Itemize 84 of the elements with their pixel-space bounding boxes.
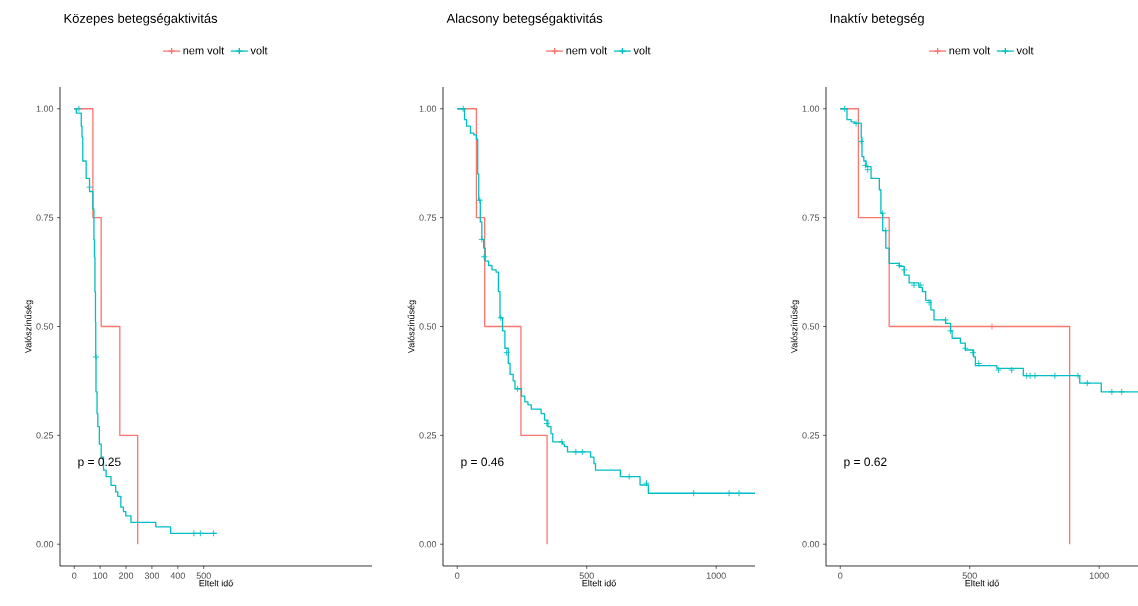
- x-tick-label: 300: [144, 572, 160, 579]
- point: [879, 209, 887, 217]
- point: [1118, 388, 1126, 396]
- point: [1108, 388, 1116, 396]
- point: [947, 327, 955, 335]
- point: [480, 253, 488, 261]
- y-tick-label: 0.50: [419, 323, 437, 330]
- point: [476, 196, 484, 204]
- x-tick-label: 1000: [1089, 572, 1109, 579]
- y-tick-label: 1.00: [419, 105, 437, 112]
- legend-label: nem volt: [949, 46, 991, 55]
- y-tick-label: 0.00: [419, 541, 437, 548]
- x-tick-label: 500: [579, 572, 594, 579]
- chart-title: Alacsony betegségaktivitás: [446, 13, 603, 26]
- x-tick-label: 1000: [706, 572, 726, 579]
- point: [1083, 379, 1091, 387]
- point: [459, 105, 467, 113]
- y-tick-label: 0.25: [802, 432, 820, 439]
- point: [625, 473, 633, 481]
- point: [995, 366, 1002, 374]
- point: [643, 479, 650, 487]
- x-tick-label: 0: [838, 572, 843, 579]
- y-tick-label: 0.75: [36, 214, 54, 221]
- point: [503, 349, 511, 357]
- y-tick-label: 0.75: [419, 214, 437, 221]
- point: [92, 353, 100, 361]
- point: [910, 281, 918, 289]
- point: [857, 137, 865, 145]
- point: [558, 438, 566, 446]
- point: [543, 420, 551, 428]
- legend-label: volt: [1016, 46, 1034, 55]
- y-tick-label: 1.00: [802, 105, 820, 112]
- y-tick-label: 0.50: [36, 323, 54, 330]
- x-tick-label: 500: [962, 572, 977, 579]
- x-tick-label: 0: [72, 572, 77, 579]
- point: [725, 489, 733, 497]
- point: [690, 489, 698, 497]
- point: [969, 349, 977, 357]
- chart-title: Inaktív betegség: [830, 13, 924, 26]
- y-axis-title: Valószínűség: [24, 300, 34, 354]
- x-tick-label: 200: [119, 572, 134, 579]
- x-axis-title: Eltelt idő: [582, 579, 616, 587]
- point: [961, 344, 969, 352]
- x-axis-title: Eltelt idő: [965, 579, 999, 587]
- point: [572, 448, 580, 456]
- legend-label: volt: [633, 46, 651, 55]
- annotation: p = 0.46: [461, 457, 504, 469]
- point: [196, 529, 204, 537]
- point: [478, 235, 486, 243]
- point: [975, 360, 983, 367]
- chart-title: Közepes betegségaktivitás: [64, 13, 218, 26]
- y-tick-label: 0.25: [36, 432, 54, 439]
- point: [882, 227, 890, 235]
- y-tick-label: 0.75: [802, 214, 820, 221]
- y-tick-label: 0.50: [802, 323, 820, 330]
- legend-label: nem volt: [566, 46, 608, 55]
- point: [514, 385, 522, 393]
- y-tick-label: 0.00: [802, 541, 820, 548]
- point: [210, 529, 217, 537]
- y-axis-title: Valószínűség: [407, 300, 417, 354]
- y-tick-label: 1.00: [36, 105, 54, 112]
- point: [925, 299, 933, 306]
- point: [917, 281, 925, 289]
- x-tick-label: 0: [455, 572, 460, 579]
- point: [1074, 372, 1082, 380]
- point: [190, 529, 198, 537]
- point: [497, 314, 505, 322]
- x-tick-label: 500: [196, 572, 211, 579]
- y-tick-label: 0.25: [419, 432, 437, 439]
- x-tick-label: 400: [170, 572, 185, 579]
- annotation: p = 0.62: [844, 457, 887, 469]
- point: [1051, 372, 1059, 380]
- point: [942, 316, 950, 324]
- x-tick-label: 100: [93, 572, 108, 579]
- point: [578, 448, 586, 456]
- point: [852, 120, 860, 128]
- y-tick-label: 0.00: [36, 541, 54, 548]
- x-axis-title: Eltelt idő: [199, 579, 233, 587]
- point: [1031, 372, 1039, 380]
- y-axis-title: Valószínűség: [790, 300, 800, 354]
- point: [1008, 366, 1016, 374]
- legend-label: nem volt: [183, 46, 225, 55]
- legend-label: volt: [250, 46, 268, 55]
- point: [735, 489, 743, 497]
